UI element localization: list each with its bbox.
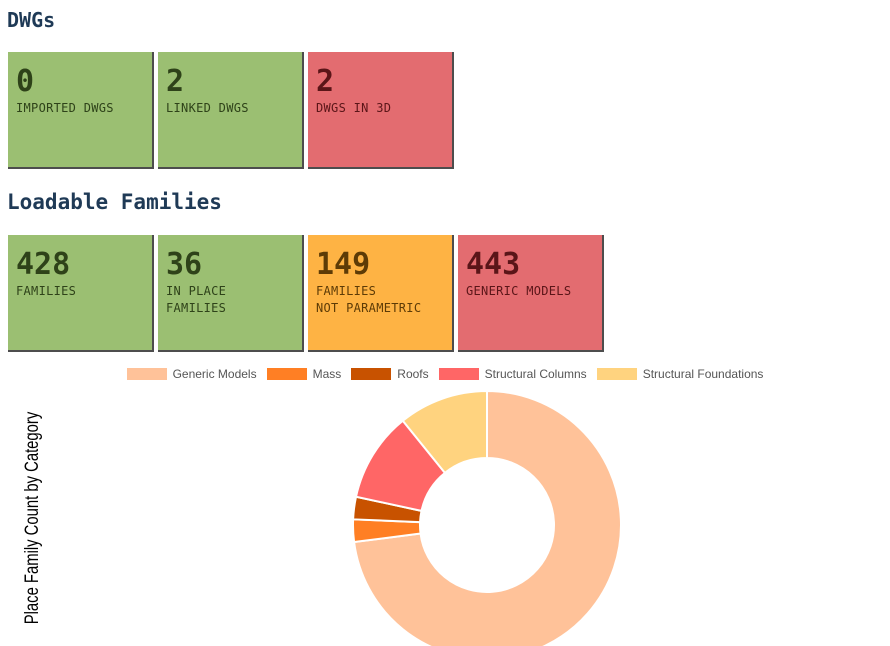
- dwgs-in-3d-label: DWGS IN 3D: [316, 101, 392, 115]
- dwgs-section-title: DWGs: [7, 8, 56, 32]
- legend-item-structural-columns[interactable]: Structural Columns: [438, 367, 587, 381]
- linked-dwgs-label: LINKED DWGS: [166, 101, 249, 115]
- linked-dwgs-card: 2 LINKED DWGS: [158, 52, 304, 169]
- in-place-families-value: 36: [166, 247, 203, 282]
- legend-swatch: [351, 368, 392, 380]
- families-not-parametric-value: 149: [316, 247, 371, 282]
- legend-label: Roofs: [397, 367, 429, 381]
- chart-legend: Generic Models Mass Roofs Structural Col…: [0, 367, 890, 381]
- legend-label: Structural Foundations: [642, 367, 764, 381]
- donut-slice-generic-models[interactable]: [352, 389, 622, 646]
- dwg-cards: 0 IMPORTED DWGS 2 LINKED DWGS 2 DWGS IN …: [8, 52, 458, 169]
- legend-swatch: [596, 368, 637, 380]
- dwgs-in-3d-card: 2 DWGS IN 3D: [308, 52, 454, 169]
- loadable-families-section-title: Loadable Families: [7, 190, 222, 214]
- linked-dwgs-value: 2: [166, 64, 185, 99]
- legend-item-roofs[interactable]: Roofs: [351, 367, 429, 381]
- in-place-families-card: 36 IN PLACE FAMILIES: [158, 235, 304, 352]
- generic-models-label: GENERIC MODELS: [466, 284, 572, 298]
- legend-swatch: [126, 368, 167, 380]
- donut-chart: [352, 389, 622, 646]
- in-place-families-label: IN PLACE FAMILIES: [166, 284, 227, 315]
- families-card: 428 FAMILIES: [8, 235, 154, 352]
- families-label: FAMILIES: [16, 284, 77, 298]
- chart-title: Place Family Count by Category: [22, 411, 43, 625]
- imported-dwgs-label: IMPORTED DWGS: [16, 101, 114, 115]
- families-not-parametric-card: 149 FAMILIES NOT PARAMETRIC: [308, 235, 454, 352]
- legend-label: Generic Models: [172, 367, 257, 381]
- generic-models-value: 443: [466, 247, 521, 282]
- legend-swatch: [438, 368, 479, 380]
- imported-dwgs-card: 0 IMPORTED DWGS: [8, 52, 154, 169]
- families-not-parametric-label: FAMILIES NOT PARAMETRIC: [316, 284, 422, 315]
- generic-models-card: 443 GENERIC MODELS: [458, 235, 604, 352]
- legend-label: Mass: [312, 367, 342, 381]
- legend-swatch: [266, 368, 307, 380]
- imported-dwgs-value: 0: [16, 64, 35, 99]
- legend-item-generic-models[interactable]: Generic Models: [126, 367, 257, 381]
- families-value: 428: [16, 247, 71, 282]
- legend-label: Structural Columns: [484, 367, 587, 381]
- legend-item-structural-foundations[interactable]: Structural Foundations: [596, 367, 764, 381]
- dwgs-in-3d-value: 2: [316, 64, 335, 99]
- legend-item-mass[interactable]: Mass: [266, 367, 342, 381]
- family-cards: 428 FAMILIES 36 IN PLACE FAMILIES 149 FA…: [8, 235, 608, 352]
- donut-slice-structural-foundations[interactable]: [401, 389, 488, 475]
